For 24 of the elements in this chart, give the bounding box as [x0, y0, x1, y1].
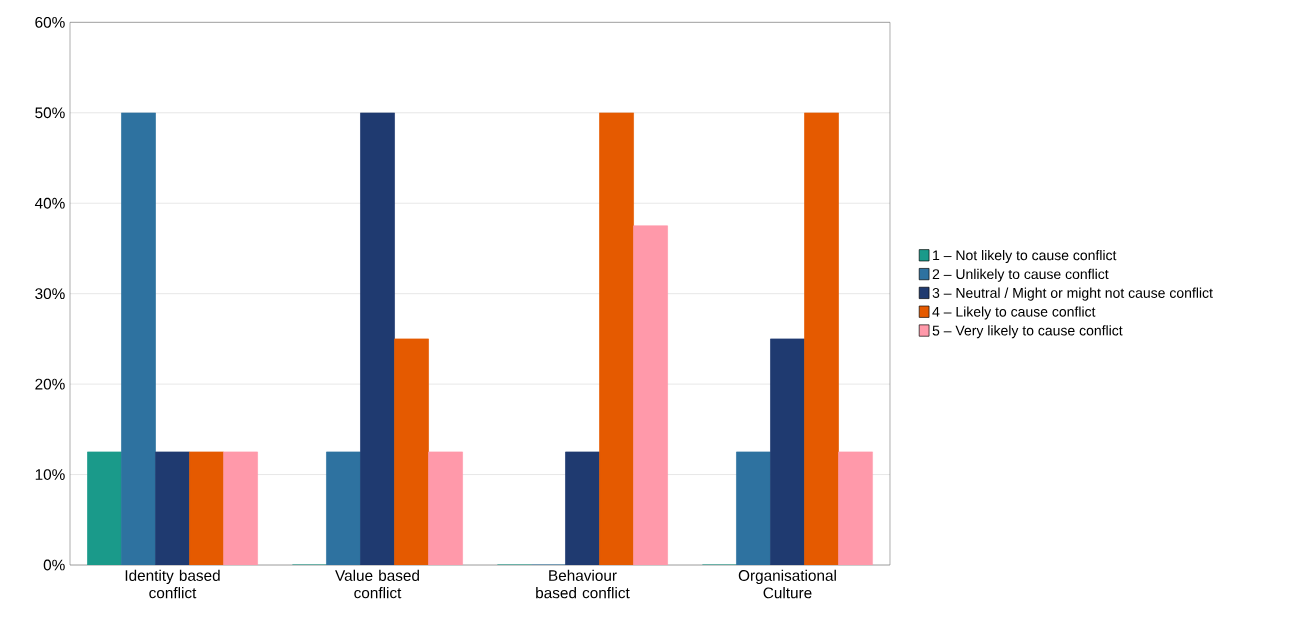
y-tick-label: 40%	[34, 197, 65, 209]
legend-label: 3 – Neutral / Might or might not cause conflict	[932, 287, 1213, 301]
legend-label: 2 – Unlikely to cause conflict	[932, 268, 1109, 282]
x-tick-label: Behaviour based conflict	[536, 569, 630, 599]
legend-label: 1 – Not likely to cause conflict	[933, 249, 1117, 264]
bar	[87, 451, 122, 565]
bar	[121, 112, 156, 565]
bar	[736, 451, 771, 565]
bar	[326, 451, 361, 565]
x-tick-label: Value based conflict	[335, 569, 419, 599]
bar	[804, 112, 839, 565]
bar	[394, 338, 429, 565]
x-tick-label: Identity based conflict	[125, 569, 220, 599]
y-tick-label: 30%	[35, 288, 65, 300]
y-tick-label: 60%	[35, 16, 65, 28]
legend-label: 4 – Likely to cause conflict	[932, 306, 1096, 320]
y-tick-label: 50%	[35, 107, 65, 119]
y-tick-label: 10%	[35, 469, 65, 480]
x-tick-label: Organisational Culture	[738, 569, 836, 599]
bar	[189, 451, 224, 565]
bar	[599, 112, 634, 565]
y-tick-label: 20%	[35, 378, 65, 390]
legend-label: 5 – Very likely to cause conflict	[932, 325, 1123, 339]
y-tick-label: 0%	[43, 559, 65, 571]
